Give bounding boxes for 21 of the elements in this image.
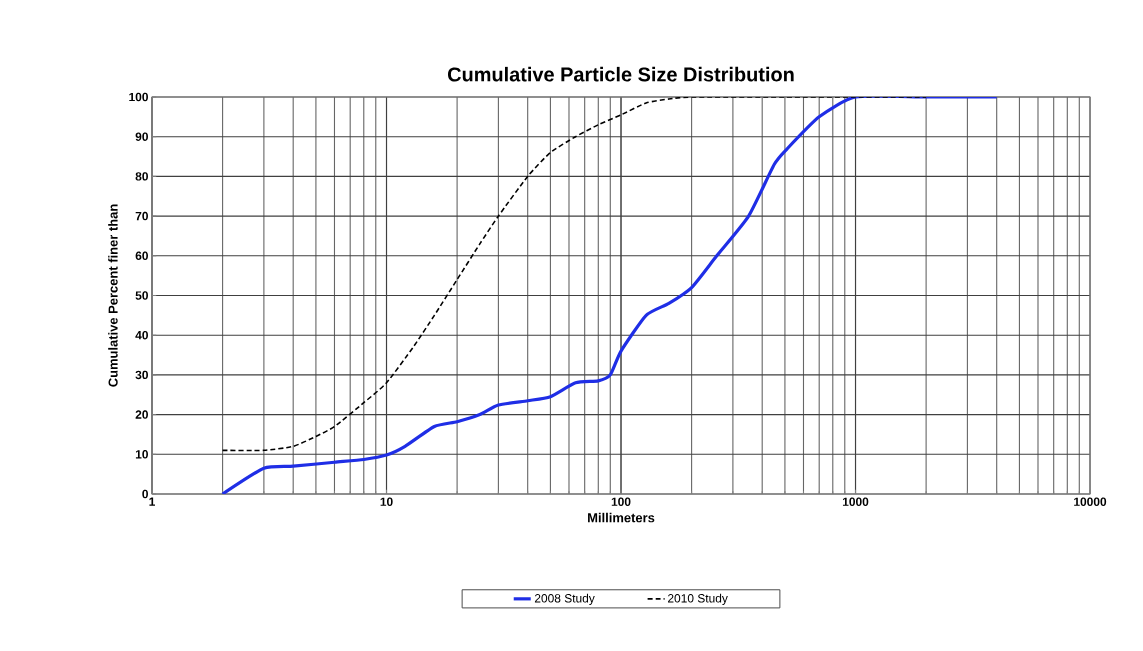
x-tick-label: 10 — [380, 497, 393, 506]
y-tick-label: 20 — [135, 410, 148, 419]
x-tick-label: 1 — [149, 497, 155, 506]
y-tick-label: 10 — [135, 450, 148, 459]
x-axis-title: Millimeters — [588, 512, 655, 523]
y-tick-label: 70 — [135, 211, 148, 221]
y-tick-label: 0 — [142, 489, 148, 499]
x-tick-label: 1000 — [842, 497, 869, 506]
legend-label: 2008 Study — [534, 593, 595, 605]
y-axis-title: Cumulative Percent finer than — [108, 204, 118, 387]
y-tick-label: 50 — [135, 291, 148, 300]
x-tick-label: 100 — [611, 497, 631, 506]
y-tick-label: 100 — [129, 92, 148, 102]
chart-title: Cumulative Particle Size Distribution — [447, 66, 794, 82]
y-tick-label: 60 — [135, 251, 148, 261]
y-tick-label: 40 — [135, 330, 148, 340]
y-tick-label: 90 — [135, 132, 148, 141]
legend-label: 2010 Study — [668, 593, 728, 605]
y-tick-label: 30 — [135, 370, 148, 380]
x-tick-label: 10000 — [1074, 497, 1107, 506]
y-tick-label: 80 — [135, 172, 148, 181]
